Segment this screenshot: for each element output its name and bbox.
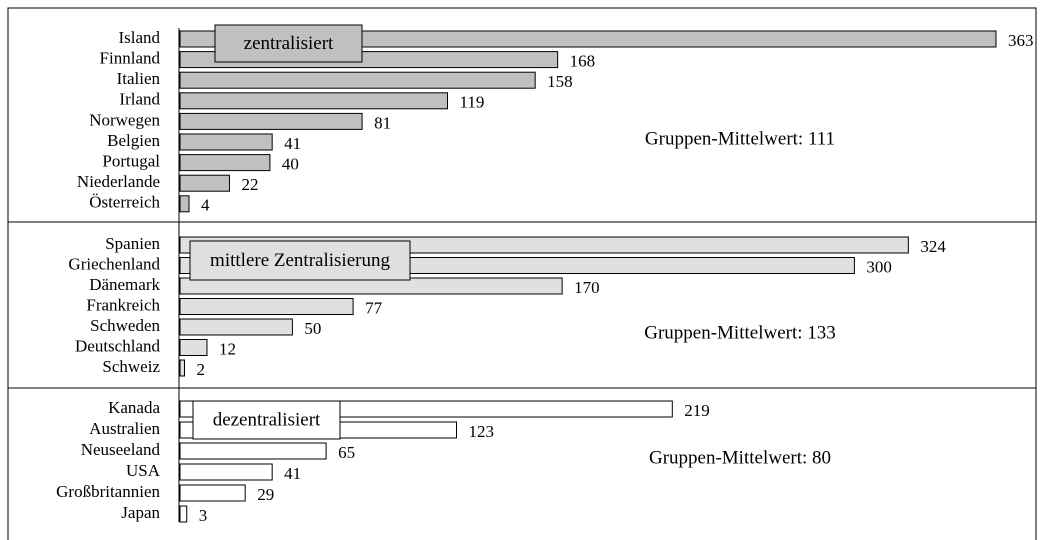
bar [179,463,273,481]
category-label: Japan [121,503,160,522]
category-label: Großbritannien [56,482,160,501]
value-label: 50 [304,319,321,338]
group-label: zentralisiert [244,33,334,54]
bar [179,92,449,110]
value-label: 22 [241,175,258,194]
category-label: Schweiz [102,357,160,376]
category-label: Deutschland [75,336,160,355]
value-label: 41 [284,134,301,153]
value-label: 363 [1008,31,1034,50]
value-label: 12 [219,339,236,358]
value-label: 81 [374,113,391,132]
bar [179,154,271,172]
bar [179,30,997,48]
category-label: USA [126,461,161,480]
group-label: dezentralisiert [213,409,321,430]
group-box [192,400,341,440]
bar [179,71,536,89]
category-label: Griechenland [68,254,160,273]
category-label: Norwegen [89,110,160,129]
value-label: 40 [282,155,299,174]
group-annotation: Gruppen-Mittelwert: 80 [649,447,831,468]
bar [179,359,185,377]
category-label: Kanada [108,398,160,417]
category-label: Italien [117,69,161,88]
bar [179,112,363,130]
value-label: 29 [257,485,274,504]
bar [179,298,354,315]
value-label: 41 [284,464,301,483]
category-label: Niederlande [77,172,160,191]
group-box [189,240,411,281]
value-label: 123 [468,422,494,441]
bar [179,195,190,213]
bar [179,174,230,192]
value-label: 77 [365,298,383,317]
category-label: Finnland [100,49,161,68]
value-label: 119 [460,93,485,112]
category-label: Frankreich [86,295,160,314]
value-label: 300 [866,257,892,276]
bar [179,505,188,523]
value-label: 3 [199,506,208,525]
category-label: Australien [89,419,160,438]
value-label: 168 [570,52,596,71]
category-label: Spanien [105,234,160,253]
value-label: 65 [338,443,355,462]
bar [179,442,327,460]
group-box [214,24,363,63]
value-label: 4 [201,196,210,215]
value-label: 158 [547,72,573,91]
bar [179,339,208,356]
value-label: 324 [920,237,946,256]
value-label: 170 [574,278,600,297]
category-label: Portugal [102,152,160,171]
bar [179,133,273,151]
category-label: Irland [119,90,160,109]
value-label: 2 [196,360,205,379]
frame [7,7,1037,540]
category-label: Dänemark [89,275,160,294]
category-label: Island [118,28,160,47]
category-label: Belgien [107,131,160,150]
group-annotation: Gruppen-Mittelwert: 133 [644,322,836,343]
category-label: Österreich [89,193,160,212]
group-label: mittlere Zentralisierung [210,250,390,271]
value-label: 219 [684,401,710,420]
bar [179,318,293,336]
bar [179,484,246,502]
category-label: Neuseeland [81,440,161,459]
category-label: Schweden [90,316,160,335]
group-annotation: Gruppen-Mittelwert: 111 [645,128,835,149]
